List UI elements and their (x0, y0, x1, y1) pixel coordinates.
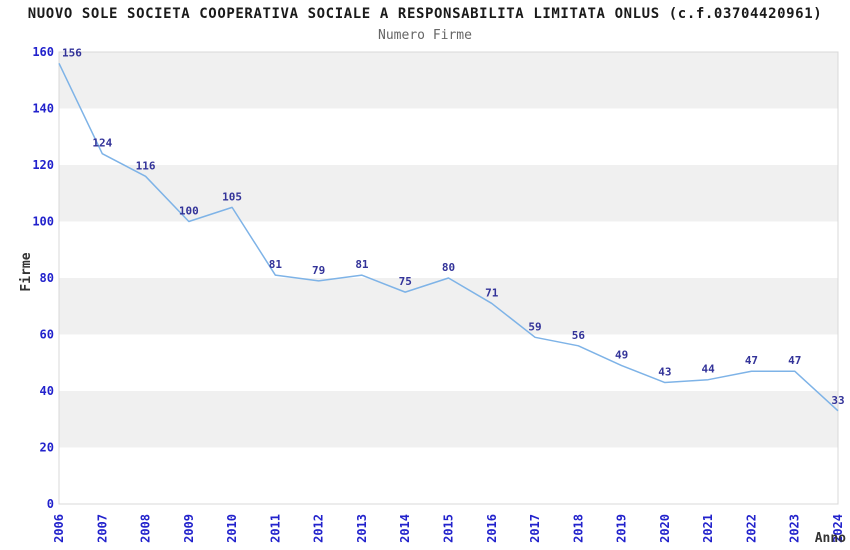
data-point-label: 100 (179, 205, 199, 218)
data-point-label: 47 (745, 354, 758, 367)
data-point-label: 43 (658, 366, 671, 379)
plot-band (59, 334, 838, 391)
x-axis-tick-label: 2016 (485, 514, 499, 543)
y-axis-tick-label: 120 (32, 158, 54, 172)
data-point-label: 116 (136, 159, 156, 172)
x-axis-tick-label: 2009 (182, 514, 196, 543)
x-axis-tick-label: 2006 (52, 514, 66, 543)
y-axis-title: Firme (19, 252, 34, 291)
series-line (58, 62, 839, 412)
x-axis-tick-label: 2020 (658, 514, 672, 543)
x-axis-tick-label: 2011 (268, 514, 282, 543)
x-axis-tick-label: 2015 (442, 514, 456, 543)
data-point-label: 56 (572, 329, 586, 342)
x-axis-tick-label: 2019 (615, 514, 629, 543)
plot-band (59, 278, 838, 335)
x-axis-tick-label: 2022 (744, 514, 758, 543)
x-axis-tick-label: 2023 (788, 514, 802, 543)
y-axis-tick-label: 20 (40, 441, 54, 455)
x-axis-tick-label: 2010 (225, 514, 239, 543)
data-point-label: 124 (92, 137, 112, 150)
y-axis-tick-label: 140 (32, 102, 54, 116)
x-axis-tick-label: 2012 (312, 514, 326, 543)
data-point-label: 71 (485, 286, 499, 299)
x-axis-tick-label: 2018 (571, 514, 585, 543)
data-point-label: 81 (269, 258, 283, 271)
data-point-label: 80 (442, 261, 455, 274)
x-axis-tick-label: 2007 (95, 514, 109, 543)
data-point-label: 59 (528, 320, 541, 333)
x-axis-tick-label: 2021 (701, 514, 715, 543)
x-axis-tick-label: 2024 (831, 514, 845, 543)
x-axis-tick-label: 2014 (398, 514, 412, 543)
y-axis-tick-label: 80 (40, 271, 54, 285)
plot-band (59, 447, 838, 504)
chart-title: NUOVO SOLE SOCIETA COOPERATIVA SOCIALE A… (27, 6, 823, 22)
data-point-label: 75 (399, 275, 412, 288)
data-point-label: 44 (702, 363, 716, 376)
y-axis-tick-label: 0 (47, 497, 54, 511)
x-axis-title: Anno (815, 531, 846, 546)
data-point-label: 81 (355, 258, 369, 271)
x-axis-tick-label: 2008 (139, 514, 153, 543)
data-point-label: 156 (62, 46, 82, 59)
x-axis-tick-label: 2017 (528, 514, 542, 543)
y-axis-tick-label: 160 (32, 45, 54, 59)
plot-band (59, 391, 838, 448)
plot-band (59, 108, 838, 165)
plot-band (59, 221, 838, 278)
data-point-label: 79 (312, 264, 325, 277)
data-point-label: 33 (831, 394, 844, 407)
plot-band (59, 52, 838, 109)
y-axis-tick-label: 100 (32, 215, 54, 229)
plot-border (58, 51, 839, 505)
x-axis-tick-label: 2013 (355, 514, 369, 543)
y-axis-tick-label: 60 (40, 328, 54, 342)
data-point-label: 47 (788, 354, 801, 367)
y-axis-tick-label: 40 (40, 384, 54, 398)
plot-band (59, 165, 838, 222)
chart-subtitle: Numero Firme (378, 28, 472, 43)
data-point-label: 49 (615, 349, 628, 362)
data-point-label: 105 (222, 190, 242, 203)
